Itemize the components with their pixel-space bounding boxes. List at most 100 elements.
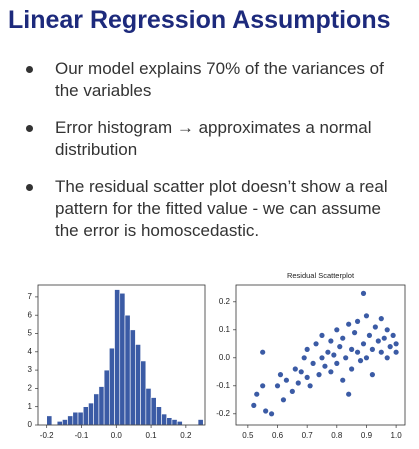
scatter-point [304,374,310,380]
histogram-bar [109,347,115,426]
y-tick-label: 4 [28,347,33,356]
scatter-point [328,338,334,344]
x-tick-label: 0.8 [331,431,343,440]
y-tick-label: -0.1 [216,381,230,390]
scatter-point [334,327,340,333]
x-tick-label: -0.2 [40,431,54,440]
y-tick-label: 1 [28,402,33,411]
scatter-point [316,372,322,378]
scatter-point [307,383,313,389]
histogram-bar [171,419,178,426]
scatter-point [292,366,298,372]
scatter-point [360,290,367,296]
chart-title: Residual Scatterplot [287,271,355,280]
scatter-point [260,349,266,355]
scatter-point [375,338,381,344]
scatter-point [277,372,284,378]
bullet: Error histogram → approximates a normal … [0,117,395,161]
histogram-bar [72,411,79,426]
scatter-point [357,358,364,364]
x-tick-label: 0.2 [180,431,192,440]
histogram-bar [129,329,136,426]
scatter-point [346,321,352,327]
scatter-point [280,397,287,403]
scatter-point [322,363,328,369]
histogram-bar [150,397,157,426]
scatter-point [289,388,295,394]
scatter-point [390,332,396,338]
scatter-point [268,411,275,417]
histogram-bar [176,421,183,426]
scatter-point [384,327,390,333]
scatter-point [393,349,399,355]
scatter-point [354,349,361,355]
y-tick-label: 0.2 [219,297,231,306]
x-tick-label: 1.0 [391,431,403,440]
scatter-point [328,369,334,375]
scatter-point [363,313,370,319]
scatter-point [263,408,269,414]
histogram-bar [166,417,173,426]
x-tick-label: 0.9 [361,431,373,440]
histogram-bar [155,406,162,426]
scatter-point [340,377,346,383]
plot-frame [235,284,406,426]
slide-title: Linear Regression Assumptions [8,6,391,34]
scatter-point [325,349,331,355]
histogram-bar [82,406,89,426]
scatter-point [331,352,337,358]
scatter-point [369,346,375,352]
scatter-point [301,355,307,361]
histogram-bar [67,415,74,426]
histogram-bar [98,386,105,426]
y-tick-label: 0 [28,420,33,429]
scatter-point [366,332,373,338]
y-tick-label: -0.2 [216,409,230,418]
scatter-point [340,335,346,341]
bullet-list: Our model explains 70% of the variances … [0,58,419,257]
scatter-point [378,349,384,355]
scatter-point [283,377,290,383]
scatter-point [354,318,361,324]
scatter-point [346,391,352,397]
histogram-bar [145,388,152,426]
scatter-point [251,402,257,408]
y-tick-label: 6 [28,310,33,319]
x-tick-label: 0.5 [242,431,254,440]
x-tick-label: -0.1 [75,431,89,440]
scatter-point [360,341,367,347]
scatter-point [254,391,260,397]
scatter-point [313,341,319,347]
histogram-bar [119,292,126,426]
scatter-point [349,366,355,372]
scatter-point [319,355,325,361]
histogram-bar [161,413,168,426]
histogram-bar [62,419,68,426]
scatter-point [334,360,340,366]
scatter-point [310,360,316,366]
y-tick-label: 0.0 [219,353,231,362]
scatter-point [337,344,343,350]
scatter-point [349,346,355,352]
histogram-bar [56,421,63,426]
scatter-point [369,372,375,378]
scatter-point [378,316,384,322]
scatter-point [319,332,325,338]
scatter-point [363,355,370,361]
histogram-bar [197,419,204,426]
y-tick-label: 7 [28,292,33,301]
x-tick-label: 0.7 [302,431,314,440]
x-tick-label: 0.1 [146,431,158,440]
y-tick-label: 2 [28,384,33,393]
histogram-bar [77,411,84,426]
x-tick-label: 0.6 [272,431,284,440]
histogram-bar [46,415,53,426]
histogram-bar [88,402,94,426]
scatter-point [304,346,310,352]
scatter-point [381,335,387,341]
scatter-point [260,383,266,389]
histogram-bar [114,289,121,426]
y-tick-label: 3 [28,365,33,374]
histogram-bar [103,369,110,426]
